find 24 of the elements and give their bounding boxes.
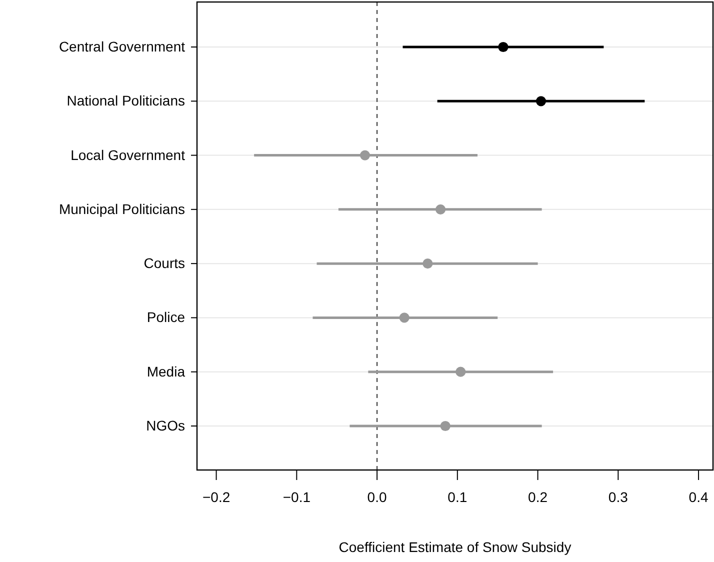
point bbox=[536, 96, 546, 106]
x-tick-label: 0.3 bbox=[608, 488, 628, 505]
point bbox=[422, 258, 433, 269]
point bbox=[440, 420, 450, 432]
y-tick-label: Police bbox=[146, 309, 186, 326]
point bbox=[498, 42, 508, 52]
point bbox=[399, 312, 410, 323]
point bbox=[360, 150, 370, 160]
y-tick-label: National Politicians bbox=[66, 92, 185, 109]
point bbox=[435, 204, 446, 214]
x-tick-label: −0.1 bbox=[282, 488, 311, 505]
point bbox=[456, 366, 466, 377]
x-tick-label: 0.1 bbox=[448, 488, 468, 505]
y-tick-label: Local Government bbox=[70, 146, 186, 163]
y-tick-label: Municipal Politicians bbox=[58, 200, 185, 217]
y-tick-label: Courts bbox=[144, 255, 185, 272]
x-axis-title: Coefficient Estimate of Snow Subsidy bbox=[338, 539, 572, 555]
y-tick-label: Central Government bbox=[58, 38, 186, 54]
x-tick-label: 0.4 bbox=[688, 488, 708, 505]
x-tick-label: 0.0 bbox=[367, 488, 387, 505]
x-tick-label: −0.2 bbox=[202, 488, 230, 505]
y-tick-label: NGOs bbox=[146, 417, 185, 434]
y-tick-label: Media bbox=[146, 363, 186, 380]
x-tick-label: 0.2 bbox=[528, 488, 548, 505]
